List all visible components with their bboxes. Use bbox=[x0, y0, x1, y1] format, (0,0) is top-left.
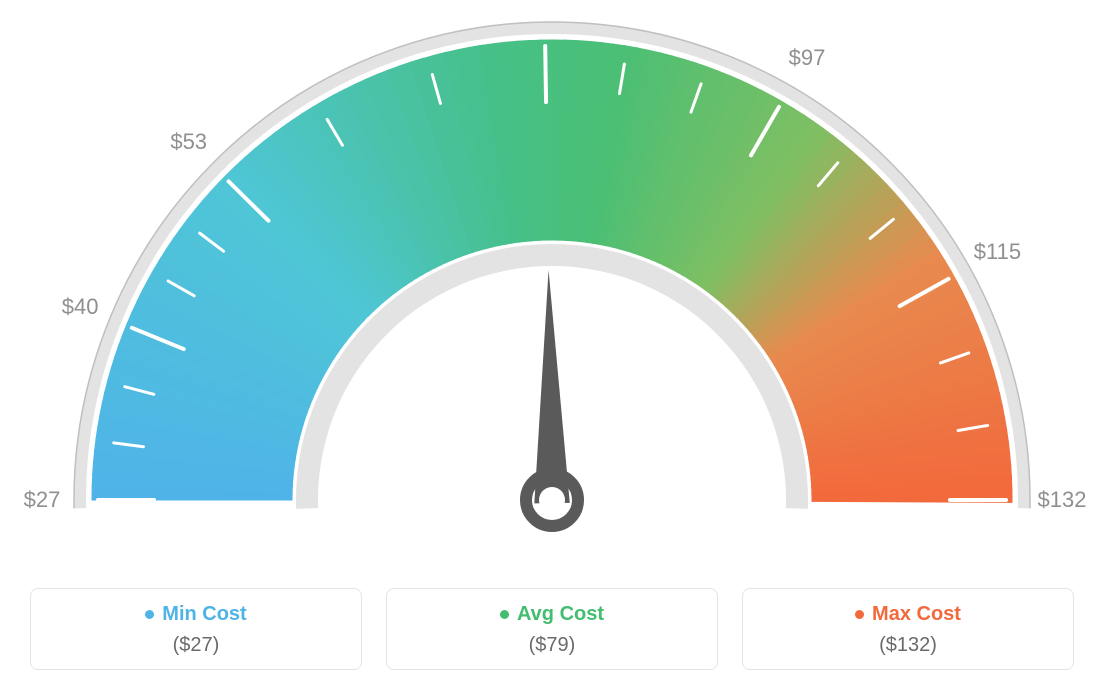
legend-label-max: Max Cost bbox=[872, 603, 961, 626]
tick-label: $97 bbox=[789, 45, 826, 71]
major-tick bbox=[545, 46, 546, 102]
tick-label: $115 bbox=[974, 239, 1021, 265]
legend-value-avg: ($79) bbox=[397, 634, 707, 657]
dot-avg bbox=[500, 610, 509, 619]
legend-title-min: Min Cost bbox=[145, 603, 246, 626]
legend-value-max: ($132) bbox=[753, 634, 1063, 657]
legend-label-avg: Avg Cost bbox=[517, 603, 604, 626]
cost-gauge-chart: $27 $40 $53 $79 $97 $115 $132 Min Cost ($27) A… bbox=[0, 0, 1104, 690]
legend-value-min: ($27) bbox=[41, 634, 351, 657]
legend-card-min: Min Cost ($27) bbox=[30, 588, 362, 670]
tick-label: $132 bbox=[1038, 487, 1087, 513]
legend-row: Min Cost ($27) Avg Cost ($79) Max Cost (… bbox=[30, 588, 1074, 670]
tick-label: $53 bbox=[170, 129, 207, 155]
tick-label: $40 bbox=[62, 294, 99, 320]
gauge-svg bbox=[0, 0, 1104, 560]
dot-max bbox=[855, 610, 864, 619]
legend-title-max: Max Cost bbox=[855, 603, 961, 626]
tick-label: $27 bbox=[24, 487, 61, 513]
legend-card-avg: Avg Cost ($79) bbox=[386, 588, 718, 670]
gauge-area: $27 $40 $53 $79 $97 $115 $132 bbox=[0, 0, 1104, 560]
needle-hub-hole bbox=[539, 487, 565, 513]
dot-min bbox=[145, 610, 154, 619]
tick-label: $79 bbox=[526, 0, 563, 3]
legend-label-min: Min Cost bbox=[162, 603, 246, 626]
legend-card-max: Max Cost ($132) bbox=[742, 588, 1074, 670]
legend-title-avg: Avg Cost bbox=[500, 603, 604, 626]
